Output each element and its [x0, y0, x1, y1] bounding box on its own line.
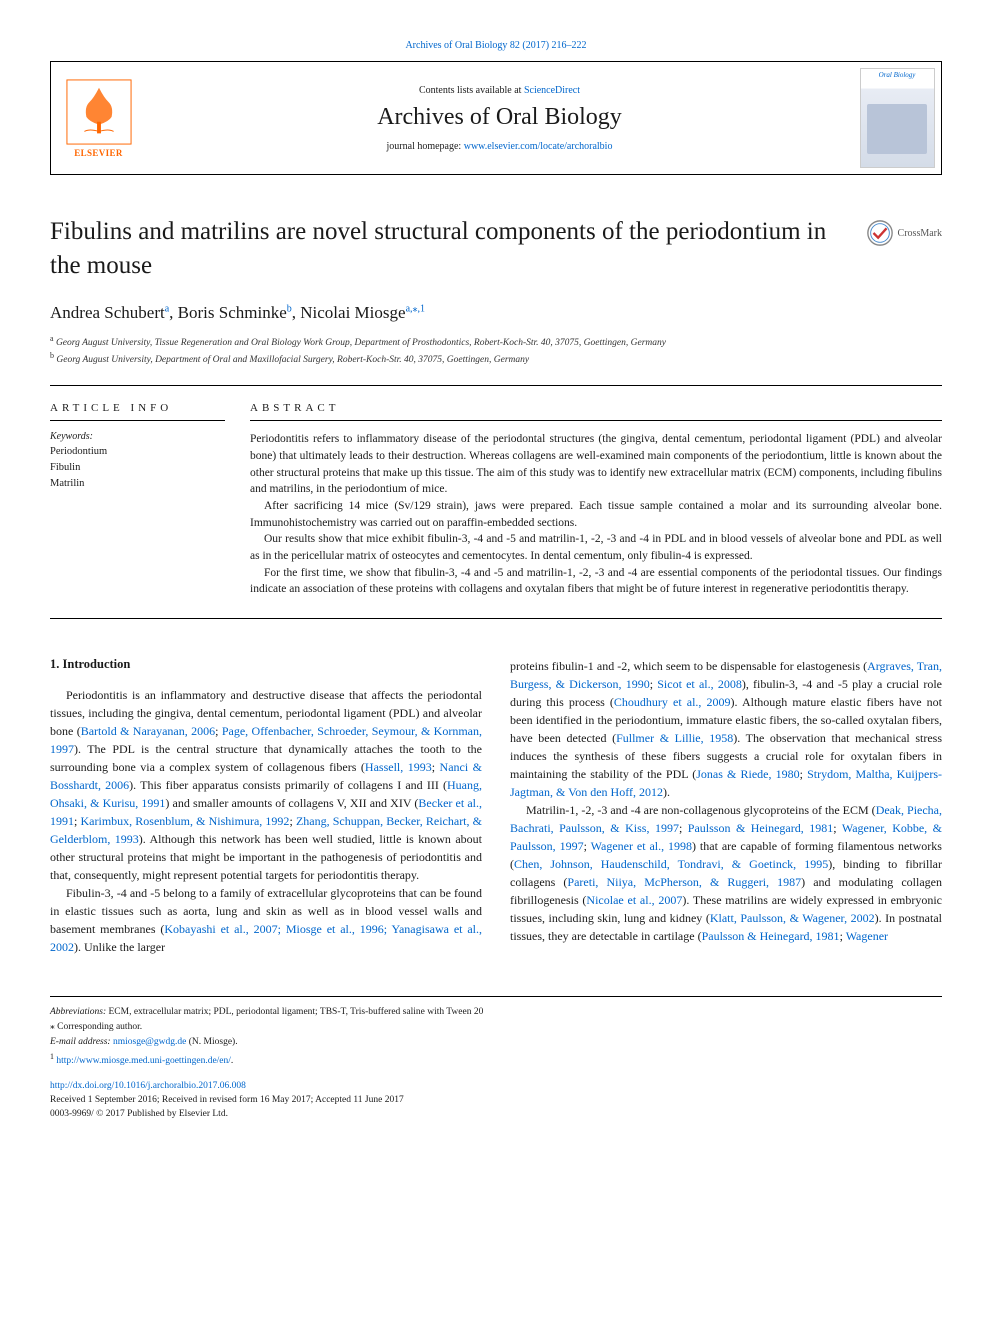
ref-link[interactable]: Jonas & Riede, 1980: [696, 767, 799, 781]
divider2: [50, 618, 942, 619]
email-link[interactable]: nmiosge@gwdg.de: [113, 1037, 186, 1047]
introduction-section: 1. Introduction Periodontitis is an infl…: [50, 657, 942, 956]
article-info-section: ARTICLE INFO Keywords: Periodontium Fibu…: [50, 402, 250, 598]
copyright: 0003-9969/ © 2017 Published by Elsevier …: [50, 1107, 942, 1121]
keyword-2: Fibulin: [50, 460, 225, 476]
author-3-sup: a,⁎,1: [406, 303, 425, 314]
affiliation-a: a Georg August University, Tissue Regene…: [50, 333, 942, 350]
contents-prefix: Contents lists available at: [419, 85, 524, 96]
doi-section: http://dx.doi.org/10.1016/j.archoralbio.…: [50, 1079, 942, 1122]
homepage-line: journal homepage: www.elsevier.com/locat…: [387, 141, 613, 152]
journal-cover-image: Oral Biology: [860, 68, 935, 168]
ref-link[interactable]: Pareti, Niiya, McPherson, & Ruggeri, 198…: [567, 875, 801, 889]
elsevier-logo[interactable]: ELSEVIER: [51, 62, 146, 174]
keyword-3: Matrilin: [50, 476, 225, 492]
ref-link[interactable]: Wagener et al., 1998: [591, 839, 692, 853]
author-2-sup: b: [287, 303, 292, 314]
elsevier-text: ELSEVIER: [74, 148, 122, 158]
footnotes: Abbreviations: ECM, extracellular matrix…: [50, 996, 942, 1069]
article-info-header: ARTICLE INFO: [50, 402, 225, 414]
intro-p3: Matrilin-1, -2, -3 and -4 are non-collag…: [510, 801, 942, 945]
intro-p1-cont: proteins fibulin-1 and -2, which seem to…: [510, 657, 942, 801]
citation-text[interactable]: Archives of Oral Biology 82 (2017) 216–2…: [405, 40, 586, 51]
abbreviations: Abbreviations: ECM, extracellular matrix…: [50, 1005, 942, 1020]
author-2: Boris Schminkeb: [178, 303, 292, 322]
abstract-section: ABSTRACT Periodontitis refers to inflamm…: [250, 402, 942, 598]
ref-link[interactable]: Paulsson & Heinegard, 1981: [688, 821, 833, 835]
keyword-1: Periodontium: [50, 444, 225, 460]
divider: [50, 385, 942, 386]
ref-link[interactable]: Nicolae et al., 2007: [586, 893, 682, 907]
note-url[interactable]: http://www.miosge.med.uni-goettingen.de/…: [56, 1056, 231, 1066]
homepage-link[interactable]: www.elsevier.com/locate/archoralbio: [464, 141, 613, 152]
ref-link[interactable]: Chen, Johnson, Haudenschild, Tondravi, &…: [514, 857, 828, 871]
crossmark-badge[interactable]: CrossMark: [866, 219, 942, 247]
ref-link[interactable]: Paulsson & Heinegard, 1981: [702, 929, 840, 943]
abstract-p2: After sacrificing 14 mice (Sv/129 strain…: [250, 498, 942, 531]
ref-link[interactable]: Choudhury et al., 2009: [614, 695, 731, 709]
info-divider: [50, 420, 225, 421]
crossmark-label: CrossMark: [898, 228, 942, 239]
doi-link[interactable]: http://dx.doi.org/10.1016/j.archoralbio.…: [50, 1081, 246, 1091]
right-column: proteins fibulin-1 and -2, which seem to…: [510, 657, 942, 956]
ref-link[interactable]: Hassell, 1993: [365, 760, 432, 774]
email-line: E-mail address: nmiosge@gwdg.de (N. Mios…: [50, 1035, 942, 1050]
abstract-header: ABSTRACT: [250, 402, 942, 414]
intro-header: 1. Introduction: [50, 657, 482, 672]
homepage-prefix: journal homepage:: [387, 141, 464, 152]
note-1: 1 http://www.miosge.med.uni-goettingen.d…: [50, 1051, 942, 1069]
ref-link[interactable]: Wagener: [846, 929, 888, 943]
abstract-p1: Periodontitis refers to inflammatory dis…: [250, 431, 942, 498]
contents-line: Contents lists available at ScienceDirec…: [419, 85, 580, 96]
intro-p2: Fibulin-3, -4 and -5 belong to a family …: [50, 884, 482, 956]
abstract-text: Periodontitis refers to inflammatory dis…: [250, 431, 942, 598]
ref-link[interactable]: Fullmer & Lillie, 1958: [616, 731, 733, 745]
journal-cover[interactable]: Oral Biology: [853, 62, 941, 174]
author-1: Andrea Schuberta: [50, 303, 169, 322]
intro-text-right: proteins fibulin-1 and -2, which seem to…: [510, 657, 942, 945]
cover-thumbnail: [867, 104, 927, 154]
ref-link[interactable]: Karimbux, Rosenblum, & Nishimura, 1992: [81, 814, 290, 828]
abstract-p4: For the first time, we show that fibulin…: [250, 565, 942, 598]
ref-link[interactable]: Klatt, Paulsson, & Wagener, 2002: [710, 911, 875, 925]
citation-link: Archives of Oral Biology 82 (2017) 216–2…: [50, 40, 942, 51]
received-dates: Received 1 September 2016; Received in r…: [50, 1093, 942, 1107]
cover-label: Oral Biology: [879, 71, 916, 79]
crossmark-icon: [866, 219, 894, 247]
header-center: Contents lists available at ScienceDirec…: [146, 62, 853, 174]
affiliation-b: b Georg August University, Department of…: [50, 350, 942, 367]
author-1-sup: a: [165, 303, 169, 314]
ref-link[interactable]: Sicot et al., 2008: [657, 677, 742, 691]
article-title: Fibulins and matrilins are novel structu…: [50, 215, 846, 283]
left-column: 1. Introduction Periodontitis is an infl…: [50, 657, 482, 956]
author-3: Nicolai Miosgea,⁎,1: [300, 303, 425, 322]
abstract-divider: [250, 420, 942, 421]
ref-link[interactable]: Bartold & Narayanan, 2006: [81, 724, 215, 738]
intro-text-left: Periodontitis is an inflammatory and des…: [50, 686, 482, 956]
keywords-label: Keywords:: [50, 431, 225, 442]
elsevier-tree-icon: [65, 78, 133, 146]
authors-list: Andrea Schuberta, Boris Schminkeb, Nicol…: [50, 303, 942, 323]
abstract-p3: Our results show that mice exhibit fibul…: [250, 531, 942, 564]
journal-header: ELSEVIER Contents lists available at Sci…: [50, 61, 942, 175]
affiliations: a Georg August University, Tissue Regene…: [50, 333, 942, 368]
corresponding-author: ⁎ Corresponding author.: [50, 1020, 942, 1035]
journal-name: Archives of Oral Biology: [377, 104, 622, 131]
sciencedirect-link[interactable]: ScienceDirect: [524, 85, 580, 96]
intro-p1: Periodontitis is an inflammatory and des…: [50, 686, 482, 884]
